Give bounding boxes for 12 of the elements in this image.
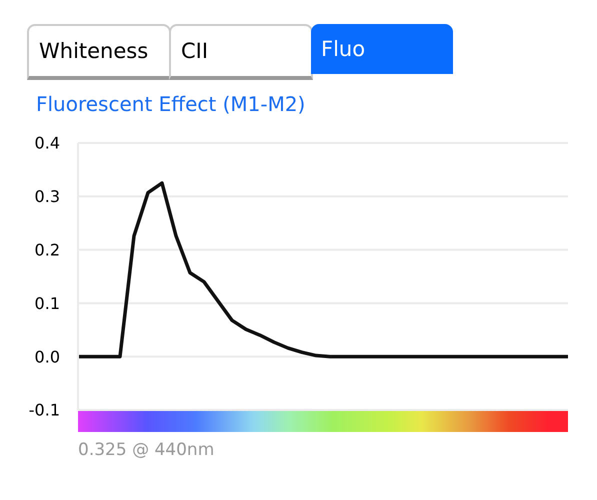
text: CII (169, 24, 313, 80)
y-tick-label: 0.3 (34, 187, 60, 206)
y-tick-label: -0.1 (28, 400, 60, 420)
chart-title: Fluorescent Effect (M1-M2) (36, 92, 306, 116)
text: Fluo (311, 24, 453, 74)
text: Whiteness (27, 24, 171, 80)
line-series (76, 181, 570, 358)
text: 0.325 @ 440nm (78, 440, 214, 460)
y-tick-label: 0.0 (34, 347, 60, 366)
y-tick-label: 0.4 (34, 134, 60, 153)
y-tick-label: 0.1 (34, 294, 60, 313)
y-tick-label: 0.2 (34, 240, 60, 260)
